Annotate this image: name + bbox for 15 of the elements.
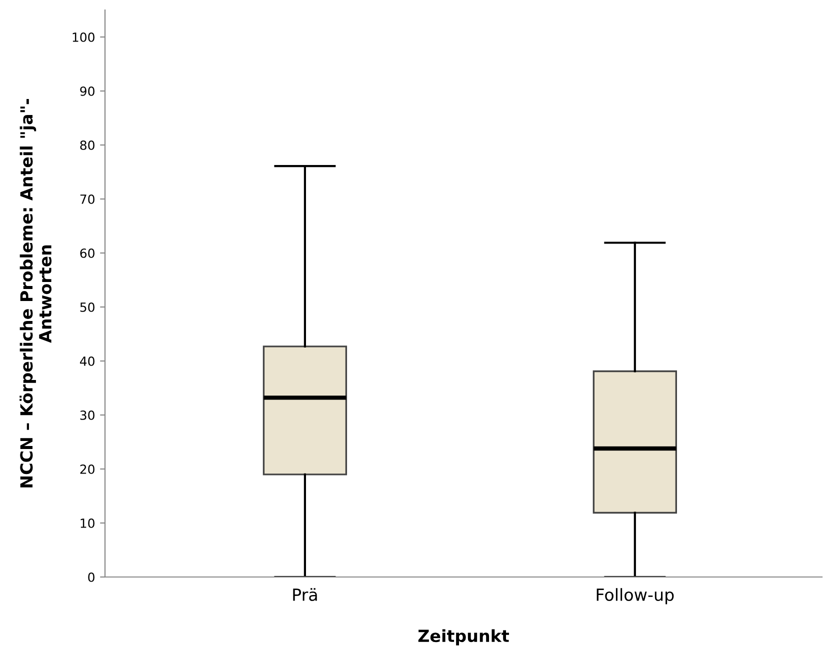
y-tick-label: 10 — [80, 518, 94, 528]
y-axis-title: NCCN – Körperliche Probleme: Anteil "ja"- Antworten — [20, 99, 52, 488]
y-tick-label: 60 — [80, 248, 94, 258]
y-tick-label: 70 — [80, 194, 94, 204]
y-tick-label: 30 — [80, 410, 94, 420]
y-tick-label: 0 — [88, 572, 94, 582]
y-tick-label: 80 — [80, 140, 94, 150]
x-tick-label: Prä — [293, 588, 317, 602]
x-axis-title: Zeitpunkt — [418, 629, 510, 646]
y-tick-label: 100 — [72, 32, 94, 42]
y-tick-label: 40 — [80, 356, 94, 366]
y-tick-label: 20 — [80, 464, 94, 474]
y-tick-label: 50 — [80, 302, 94, 312]
x-tick-label: Follow-up — [596, 588, 674, 604]
y-tick-label: 90 — [80, 86, 94, 96]
